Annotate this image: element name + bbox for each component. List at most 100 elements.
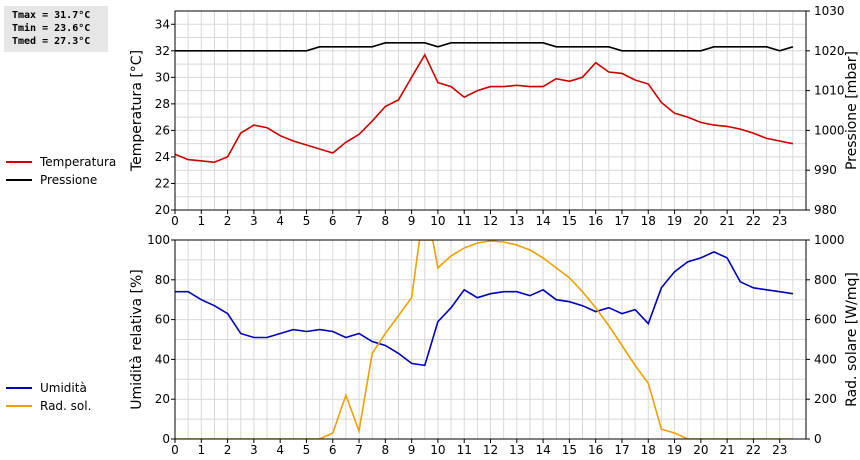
panel0-y-left-tick-label: 22 (155, 176, 170, 190)
panel1-y-right-tick-label: 200 (814, 392, 837, 406)
panel0-y-right-tick-label: 1030 (814, 4, 845, 18)
legend-item-umidita: Umidità (6, 379, 91, 397)
stat-tmax: Tmax = 31.7°C (12, 10, 91, 21)
panel1-x-tick-label: 4 (276, 443, 284, 457)
panel1-x-tick-label: 18 (641, 443, 656, 457)
legend-swatch-umidita (6, 387, 32, 389)
panel0-x-tick-label: 19 (667, 214, 682, 228)
panel0-y-left-tick-label: 28 (155, 97, 170, 111)
panel1-x-tick-label: 14 (535, 443, 550, 457)
stat-tmin: Tmin = 23.6°C (12, 23, 91, 34)
panel0-x-tick-label: 8 (382, 214, 390, 228)
panel0-x-tick-label: 20 (693, 214, 708, 228)
panel0-x-tick-label: 21 (719, 214, 734, 228)
legend-label-rad-sol: Rad. sol. (40, 399, 92, 413)
legend-swatch-rad-sol (6, 405, 32, 407)
panel0-y-right-tick-label: 1020 (814, 44, 845, 58)
panel1-x-tick-label: 17 (614, 443, 629, 457)
panel0-x-tick-label: 4 (276, 214, 284, 228)
panel0-y-left-tick-label: 30 (155, 70, 170, 84)
panel0-x-tick-label: 18 (641, 214, 656, 228)
panel0-ylabel-right: Pressione [mbar] (844, 51, 860, 170)
panel1-series-rad-sol- (175, 240, 793, 439)
panel0-y-left-tick-label: 24 (155, 150, 170, 164)
legend-item-temperatura: Temperatura (6, 153, 116, 171)
panel1-ylabel-left: Umidità relativa [%] (129, 269, 145, 410)
panel1-x-tick-label: 10 (430, 443, 445, 457)
panel1-x-tick-label: 13 (509, 443, 524, 457)
panel0-x-tick-label: 5 (303, 214, 311, 228)
legend-label-umidita: Umidità (40, 381, 87, 395)
panel1-x-tick-label: 22 (746, 443, 761, 457)
panel0-y-left-tick-label: 26 (155, 123, 170, 137)
legend-swatch-temperatura (6, 161, 32, 163)
legend-item-pressione: Pressione (6, 171, 116, 189)
panel0-x-tick-label: 6 (329, 214, 337, 228)
panel0-y-left-tick-label: 20 (155, 203, 170, 217)
panel1-y-right-tick-label: 1000 (814, 233, 845, 247)
panel1-y-left-tick-label: 20 (155, 392, 170, 406)
panel1-x-tick-label: 5 (303, 443, 311, 457)
panel1-x-tick-label: 6 (329, 443, 337, 457)
panel0-x-tick-label: 12 (483, 214, 498, 228)
panel1-x-tick-label: 19 (667, 443, 682, 457)
panel0-x-tick-label: 13 (509, 214, 524, 228)
panel1-x-tick-label: 12 (483, 443, 498, 457)
panel1: 0 1 2 3 4 5 6 7 8 9 10 11 12 13 14 15 16 17 18 19 20 21 22 2302… (129, 233, 860, 457)
panel1-x-tick-label: 3 (250, 443, 258, 457)
panel1-y-left-tick-label: 60 (155, 313, 170, 327)
panel0-x-tick-label: 11 (457, 214, 472, 228)
panel0-x-tick-label: 7 (355, 214, 363, 228)
panel0-y-right-tick-label: 990 (814, 163, 837, 177)
panel0-ylabel-left: Temperatura [°C] (129, 50, 145, 172)
panel0-x-tick-label: 10 (430, 214, 445, 228)
panel0-y-left-tick-label: 32 (155, 44, 170, 58)
panel0-x-tick-label: 9 (408, 214, 416, 228)
panel0-x-tick-label: 16 (588, 214, 603, 228)
panel0-x-tick-label: 3 (250, 214, 258, 228)
panel0-x-tick-label: 15 (562, 214, 577, 228)
panel0-x-tick-label: 2 (224, 214, 232, 228)
panel0-series-pressione (175, 42, 794, 52)
legend-label-temperatura: Temperatura (40, 155, 117, 169)
panel1-x-tick-label: 23 (772, 443, 787, 457)
panel0-x-tick-label: 14 (535, 214, 550, 228)
panel0-x-tick-label: 0 (171, 214, 179, 228)
legend-label-pressione: Pressione (40, 173, 98, 187)
panel1-y-left-tick-label: 0 (162, 432, 170, 446)
panel1-x-tick-label: 11 (457, 443, 472, 457)
panel1-x-tick-label: 15 (562, 443, 577, 457)
panel0-series-temperatura (175, 53, 794, 164)
panel0-x-tick-label: 22 (746, 214, 761, 228)
panel1-y-left-tick-label: 80 (155, 273, 170, 287)
panel1-x-tick-label: 8 (382, 443, 390, 457)
panel0-y-left-tick-label: 34 (155, 17, 170, 31)
stat-tmed: Tmed = 27.3°C (12, 36, 91, 47)
panel1-x-tick-label: 9 (408, 443, 416, 457)
panel0: 0 1 2 3 4 5 6 7 8 9 10 11 12 13 14 15 16 17 18 19 20 21 22 2320… (129, 4, 860, 228)
legend-bottom: Umidità Rad. sol. (6, 379, 91, 415)
panel1-y-left-tick-label: 40 (155, 352, 170, 366)
legend-top: Temperatura Pressione (6, 153, 116, 189)
panel1-x-tick-label: 7 (355, 443, 363, 457)
panel0-x-tick-label: 17 (614, 214, 629, 228)
stats-box: Tmax = 31.7°C Tmin = 23.6°C Tmed = 27.3°… (4, 6, 108, 52)
panel1-y-right-tick-label: 400 (814, 352, 837, 366)
panel1-x-tick-label: 2 (224, 443, 232, 457)
panel1-x-tick-label: 1 (197, 443, 205, 457)
panel1-y-right-tick-label: 0 (814, 432, 822, 446)
panel0-y-right-tick-label: 1010 (814, 84, 845, 98)
panel0-x-tick-label: 23 (772, 214, 787, 228)
panel1-y-right-tick-label: 800 (814, 273, 837, 287)
panel0-y-right-tick-label: 1000 (814, 123, 845, 137)
panel1-y-left-tick-label: 100 (147, 233, 170, 247)
panel1-x-tick-label: 21 (719, 443, 734, 457)
panel1-series-umidit- (175, 251, 794, 367)
panel1-x-tick-label: 0 (171, 443, 179, 457)
legend-swatch-pressione (6, 179, 32, 181)
panel0-y-right-tick-label: 980 (814, 203, 837, 217)
panel1-x-tick-label: 20 (693, 443, 708, 457)
panel1-ylabel-right: Rad. solare [W/mq] (844, 272, 860, 407)
panel1-x-tick-label: 16 (588, 443, 603, 457)
